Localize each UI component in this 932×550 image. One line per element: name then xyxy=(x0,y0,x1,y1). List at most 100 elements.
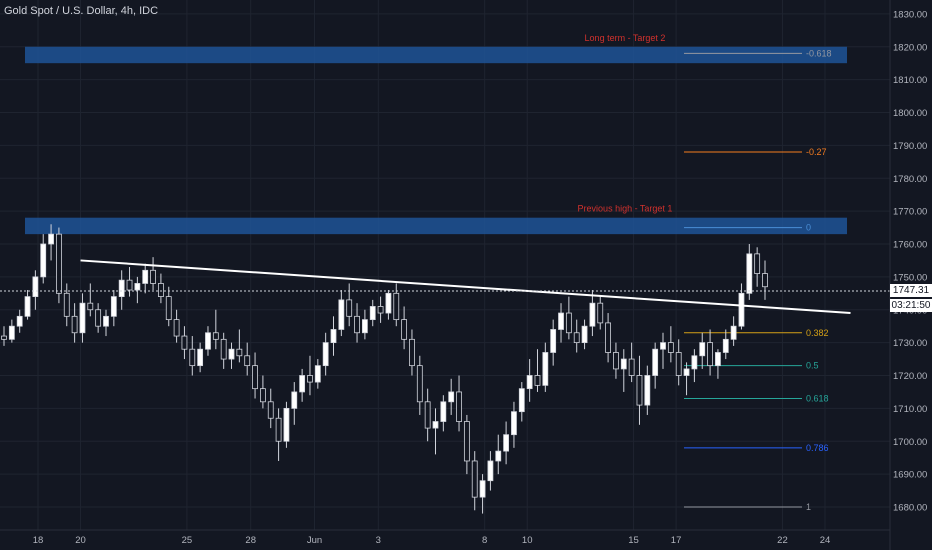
candle xyxy=(605,313,611,363)
candle xyxy=(471,451,478,511)
candle-body xyxy=(24,296,31,317)
candle xyxy=(542,342,549,392)
candle-body xyxy=(597,302,604,324)
candle-body xyxy=(275,417,282,442)
price-tick-label: 1820.00 xyxy=(893,42,927,53)
candle xyxy=(511,401,517,448)
candle-body xyxy=(479,480,486,498)
candle-body xyxy=(118,279,125,298)
price-tick-label: 1780.00 xyxy=(893,174,927,185)
candle-body xyxy=(338,299,345,330)
candle-body xyxy=(189,348,196,367)
candle-body xyxy=(558,312,564,330)
candle xyxy=(244,342,251,376)
candle-body xyxy=(126,279,133,291)
candle xyxy=(762,260,768,300)
candle-body xyxy=(142,269,149,284)
candle-body xyxy=(581,325,588,344)
candle xyxy=(699,332,706,369)
candle xyxy=(644,365,651,415)
target-zone-2 xyxy=(25,217,847,235)
candle xyxy=(259,375,266,409)
candle xyxy=(158,273,164,304)
candle xyxy=(220,332,227,369)
candle-body xyxy=(401,319,408,340)
candle xyxy=(165,286,172,327)
price-tick-label: 1810.00 xyxy=(893,75,927,86)
candle-body xyxy=(746,253,753,294)
price-tick-label: 1720.00 xyxy=(893,371,927,382)
candle xyxy=(103,309,109,337)
candle-body xyxy=(40,243,47,278)
candle-body xyxy=(220,338,227,360)
time-tick-label: 28 xyxy=(245,535,256,546)
candle-body xyxy=(660,342,666,350)
candle-body xyxy=(432,421,439,429)
candle xyxy=(722,329,729,360)
candle xyxy=(79,293,86,343)
candle xyxy=(424,388,431,442)
candle-body xyxy=(526,375,533,390)
candle xyxy=(252,352,258,399)
candle xyxy=(565,296,572,340)
candle xyxy=(71,303,78,343)
candle xyxy=(377,296,384,323)
candle-body xyxy=(32,276,39,298)
candle-body xyxy=(542,352,549,386)
candle-body xyxy=(197,348,204,367)
candle xyxy=(691,349,698,383)
candle-body xyxy=(691,355,698,370)
candle xyxy=(518,382,525,422)
candle-body xyxy=(628,358,635,376)
price-tick-label: 1800.00 xyxy=(893,108,927,119)
candle-body xyxy=(565,312,572,334)
target-zone-label: Previous high - Target 1 xyxy=(578,204,673,214)
trendline-layer xyxy=(80,259,851,315)
candle-body xyxy=(79,302,86,334)
candle-body xyxy=(228,348,235,360)
chart-grid xyxy=(0,0,890,530)
target-zone-label: Long term - Target 2 xyxy=(585,33,666,43)
candlestick-series xyxy=(1,224,768,514)
candle xyxy=(32,270,39,310)
candle xyxy=(597,296,604,330)
candle xyxy=(134,276,141,304)
candle-body xyxy=(244,355,251,367)
candle-body xyxy=(754,253,761,274)
candle-body xyxy=(715,352,721,367)
time-tick-label: 22 xyxy=(777,535,788,546)
candle xyxy=(683,362,690,396)
candle xyxy=(456,375,462,432)
candle-body xyxy=(471,460,478,498)
candle xyxy=(267,388,274,429)
candle-body xyxy=(354,315,360,334)
candle xyxy=(440,395,447,432)
price-axis-bg xyxy=(890,0,932,550)
candle-body xyxy=(503,434,510,452)
candle-body xyxy=(683,368,690,376)
time-axis: 18 20 25 28 Jun 3 8 10 15 17 22 24 xyxy=(0,529,890,546)
candle-body xyxy=(1,335,7,340)
time-tick-label: 15 xyxy=(628,535,639,546)
candle xyxy=(16,309,23,333)
price-tick-label: 1830.00 xyxy=(893,9,927,20)
candle-body xyxy=(644,375,651,406)
candle xyxy=(212,309,219,350)
candle xyxy=(660,332,666,369)
candle-body xyxy=(71,315,78,334)
candle xyxy=(354,303,360,343)
time-tick-label: 8 xyxy=(482,535,487,546)
candle xyxy=(495,434,502,475)
candle-body xyxy=(636,375,643,406)
fib-level-label: 0 xyxy=(806,223,811,233)
candle xyxy=(142,263,149,294)
candle xyxy=(283,401,290,448)
candle xyxy=(707,329,713,376)
time-tick-label: Jun xyxy=(307,535,322,546)
candle-body xyxy=(8,325,15,340)
last-price-label: 1747.31 xyxy=(890,284,932,297)
candle xyxy=(667,326,674,363)
candle-body xyxy=(95,309,102,327)
candle xyxy=(181,326,188,360)
